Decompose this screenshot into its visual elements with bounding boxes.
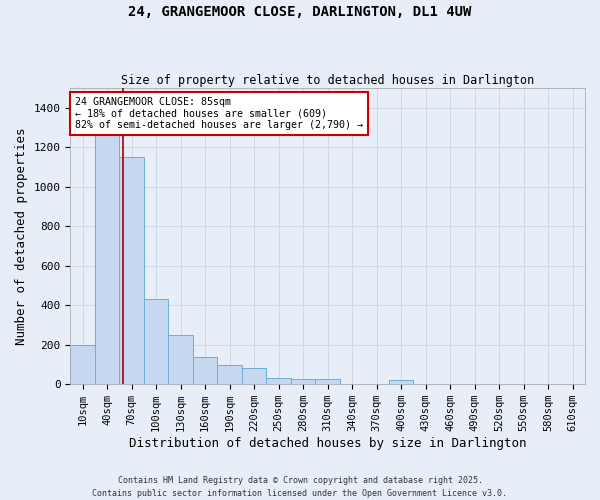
Bar bbox=[144, 300, 169, 384]
Bar bbox=[242, 368, 266, 384]
Y-axis label: Number of detached properties: Number of detached properties bbox=[15, 128, 28, 345]
Bar bbox=[169, 335, 193, 384]
Text: 24 GRANGEMOOR CLOSE: 85sqm
← 18% of detached houses are smaller (609)
82% of sem: 24 GRANGEMOOR CLOSE: 85sqm ← 18% of deta… bbox=[76, 97, 364, 130]
Text: Contains HM Land Registry data © Crown copyright and database right 2025.
Contai: Contains HM Land Registry data © Crown c… bbox=[92, 476, 508, 498]
Bar bbox=[95, 118, 119, 384]
Text: 24, GRANGEMOOR CLOSE, DARLINGTON, DL1 4UW: 24, GRANGEMOOR CLOSE, DARLINGTON, DL1 4U… bbox=[128, 5, 472, 19]
Bar bbox=[217, 366, 242, 384]
Title: Size of property relative to detached houses in Darlington: Size of property relative to detached ho… bbox=[121, 74, 534, 87]
Bar bbox=[119, 157, 144, 384]
Bar bbox=[291, 380, 316, 384]
X-axis label: Distribution of detached houses by size in Darlington: Distribution of detached houses by size … bbox=[129, 437, 526, 450]
Bar bbox=[389, 380, 413, 384]
Bar bbox=[266, 378, 291, 384]
Bar bbox=[316, 380, 340, 384]
Bar bbox=[193, 356, 217, 384]
Bar bbox=[70, 344, 95, 384]
